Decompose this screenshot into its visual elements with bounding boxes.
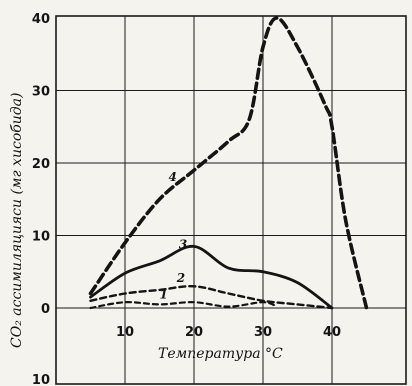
y-tick-label-0: 0 — [41, 302, 50, 317]
series-line-1 — [89, 301, 278, 310]
y-tick-label-30: 30 — [32, 85, 50, 100]
x-tick-label-10: 10 — [116, 325, 134, 340]
series-line-3 — [89, 244, 334, 310]
grid — [56, 16, 406, 384]
series-label-3: 3 — [179, 238, 187, 252]
y-tick-label-10: 10 — [32, 230, 50, 245]
series-label-4: 4 — [168, 170, 176, 184]
tick-labels: 10 20 30 40 0 10 20 30 40 10 — [32, 12, 341, 386]
x-tick-label-20: 20 — [185, 325, 203, 340]
x-tick-label-30: 30 — [254, 325, 272, 340]
series-label-2: 2 — [176, 271, 185, 285]
y-tick-label-bottom: 10 — [32, 373, 50, 386]
y-tick-label-40: 40 — [32, 12, 50, 27]
plot-frame — [55, 15, 407, 385]
series-label-1: 1 — [160, 288, 168, 302]
series-curves — [88, 16, 369, 310]
y-tick-label-20: 20 — [32, 157, 50, 172]
series-line-4 — [88, 16, 369, 310]
x-tick-label-40: 40 — [323, 325, 341, 340]
series-labels: 12 3 4 — [160, 170, 188, 301]
x-axis-label: Температура °С — [158, 346, 283, 362]
series-line-2 — [89, 285, 334, 310]
y-axis-label: СО₂ ассимиляцияси (мг хисобида) — [9, 93, 25, 349]
